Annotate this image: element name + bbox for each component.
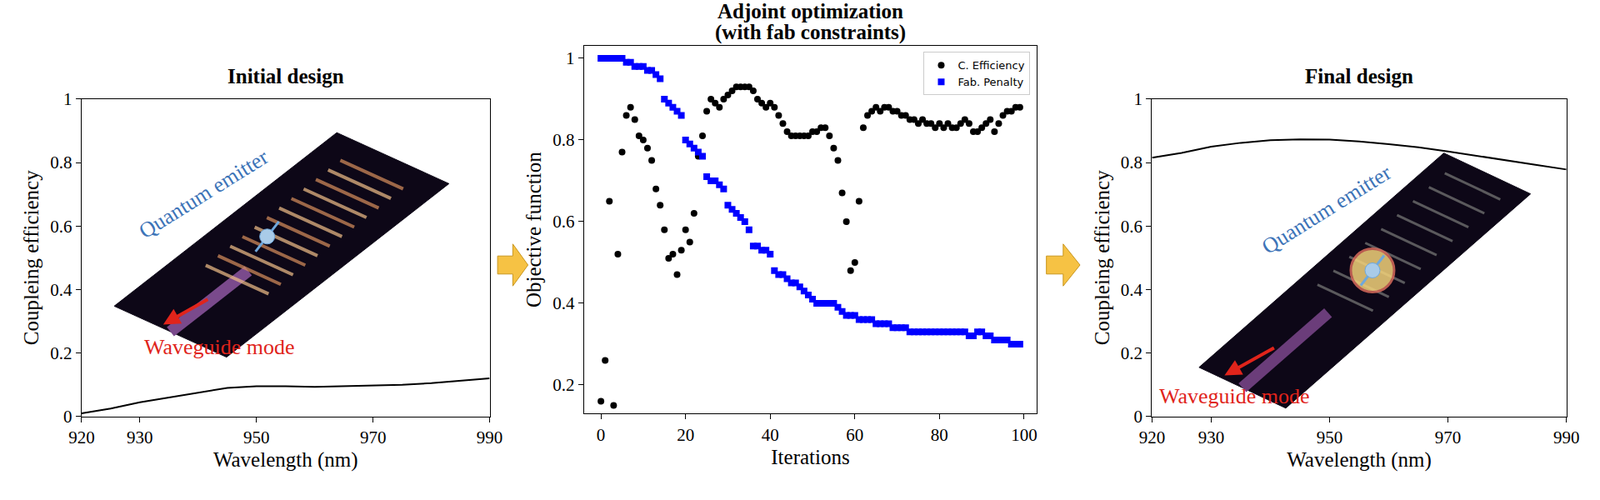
svg-text:Quantum emitter: Quantum emitter [135,144,274,244]
svg-text:Initial design: Initial design [227,65,345,88]
svg-text:0.2: 0.2 [50,343,72,364]
svg-text:Adjoint optimization: Adjoint optimization [717,0,904,23]
svg-text:80: 80 [930,425,949,445]
svg-text:0.4: 0.4 [1120,280,1144,300]
svg-text:0.8: 0.8 [552,130,575,150]
svg-text:920: 920 [1139,427,1166,448]
svg-text:0.2: 0.2 [552,375,575,395]
svg-text:Coupleing efficiency: Coupleing efficiency [20,170,43,345]
svg-text:Wavelength (nm): Wavelength (nm) [1286,448,1432,472]
svg-text:Waveguide mode: Waveguide mode [1159,384,1310,409]
svg-text:1: 1 [1134,89,1144,110]
svg-text:0.8: 0.8 [50,152,72,173]
svg-text:60: 60 [845,425,864,445]
svg-text:930: 930 [126,427,154,448]
svg-text:Objective function: Objective function [522,151,545,308]
svg-text:0.2: 0.2 [1120,343,1143,364]
svg-text:950: 950 [243,427,270,448]
svg-text:20: 20 [676,425,695,445]
svg-text:(with fab constraints): (with fab constraints) [715,20,906,45]
svg-text:990: 990 [476,427,504,448]
svg-text:970: 970 [1435,427,1462,448]
svg-text:Iterations: Iterations [770,445,850,469]
svg-text:Final design: Final design [1305,65,1414,88]
svg-text:Wavelength (nm): Wavelength (nm) [213,448,359,472]
svg-text:0: 0 [1134,406,1144,427]
svg-text:0.8: 0.8 [1120,152,1143,173]
svg-text:40: 40 [761,425,780,445]
svg-text:0.4: 0.4 [50,280,73,300]
svg-text:0.4: 0.4 [552,293,575,314]
svg-text:0.6: 0.6 [552,211,575,232]
svg-text:0: 0 [596,425,606,445]
svg-text:970: 970 [360,427,387,448]
svg-text:0: 0 [63,406,73,427]
svg-text:100: 100 [1010,425,1038,445]
svg-text:920: 920 [68,427,95,448]
svg-text:1: 1 [63,89,73,110]
svg-text:930: 930 [1198,427,1225,448]
svg-text:C. Efficiency: C. Efficiency [957,59,1025,72]
svg-text:1: 1 [565,48,575,69]
svg-text:Fab. Penalty: Fab. Penalty [957,75,1024,89]
svg-text:Quantum emitter: Quantum emitter [1257,160,1396,260]
svg-text:Waveguide mode: Waveguide mode [144,335,295,360]
svg-text:990: 990 [1553,427,1580,448]
svg-text:Coupleing efficiency: Coupleing efficiency [1090,170,1114,345]
svg-text:0.6: 0.6 [1120,216,1143,237]
svg-text:0.6: 0.6 [50,216,72,237]
svg-text:950: 950 [1316,427,1344,448]
